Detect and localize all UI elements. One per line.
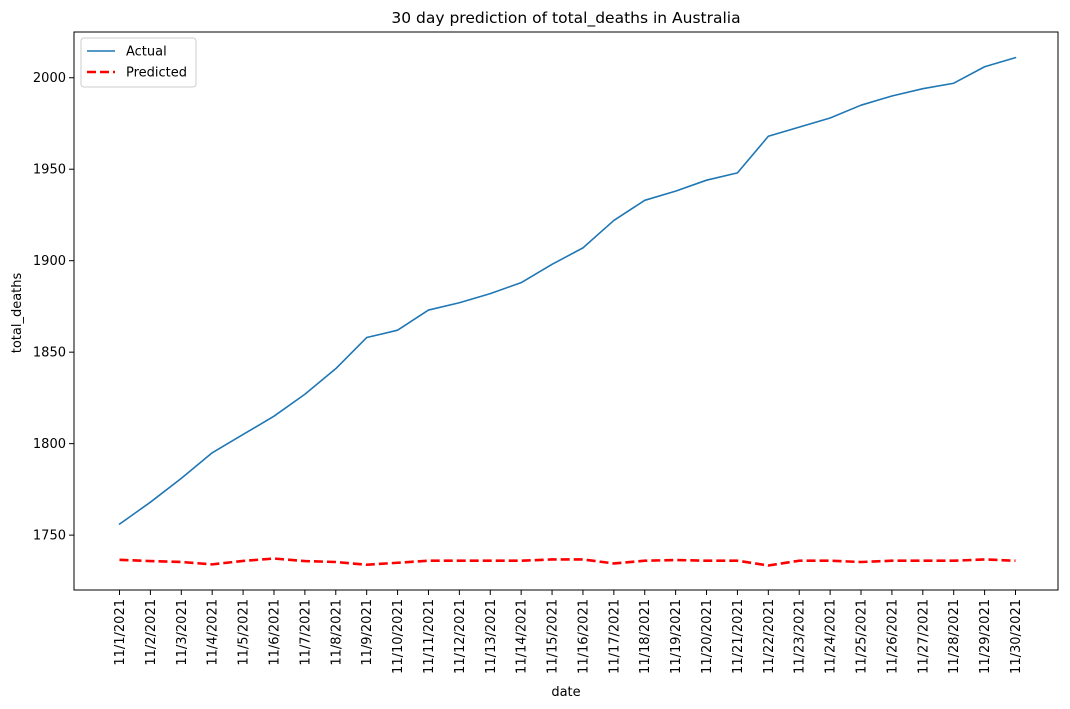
x-tick-label: 11/22/2021 (762, 599, 777, 674)
x-tick-label: 11/3/2021 (175, 599, 190, 666)
x-tick-label: 11/17/2021 (607, 599, 622, 674)
legend-label-actual: Actual (126, 45, 167, 60)
x-tick-label: 11/4/2021 (206, 599, 221, 666)
x-tick-label: 11/18/2021 (638, 599, 653, 674)
chart-title: 30 day prediction of total_deaths in Aus… (391, 9, 740, 28)
y-tick-label: 1850 (33, 346, 66, 361)
x-tick-label: 11/8/2021 (329, 599, 344, 666)
x-tick-label: 11/27/2021 (916, 599, 931, 674)
x-tick-label: 11/25/2021 (855, 599, 870, 674)
x-tick-label: 11/11/2021 (422, 599, 437, 674)
x-tick-label: 11/5/2021 (237, 599, 252, 666)
x-tick-label: 11/1/2021 (113, 599, 128, 666)
plot-frame (73, 31, 1059, 591)
x-tick-label: 11/2/2021 (144, 599, 159, 666)
y-tick-label: 1950 (33, 163, 66, 178)
x-tick-label: 11/9/2021 (360, 599, 375, 666)
y-axis-label: total_deaths (10, 273, 25, 354)
series-line-predicted (119, 557, 1016, 567)
x-tick-label: 11/26/2021 (885, 599, 900, 674)
x-tick-label: 11/6/2021 (267, 599, 282, 666)
legend-label-predicted: Predicted (126, 66, 187, 81)
plot-area: 1750 1800 1850 1900 1950 2000 11/1/2021 11/2/20… (33, 31, 1059, 674)
x-tick-label: 11/29/2021 (978, 599, 993, 674)
x-axis-label: date (551, 685, 580, 700)
y-tick-label: 1800 (33, 437, 66, 452)
x-tick-label: 11/20/2021 (700, 599, 715, 674)
series-line-actual (118, 56, 1017, 525)
x-tick-label: 11/15/2021 (546, 599, 561, 674)
x-tick-label: 11/23/2021 (793, 599, 808, 674)
x-tick-label: 11/16/2021 (576, 599, 591, 674)
x-tick-label: 11/28/2021 (947, 599, 962, 674)
x-tick-label: 11/10/2021 (391, 599, 406, 674)
x-tick-label: 11/21/2021 (731, 599, 746, 674)
x-tick-label: 11/19/2021 (669, 599, 684, 674)
y-tick-label: 1900 (33, 254, 66, 269)
x-tick-label: 11/12/2021 (453, 599, 468, 674)
x-tick-label: 11/7/2021 (298, 599, 313, 666)
x-tick-label: 11/30/2021 (1009, 599, 1024, 674)
x-tick-label: 11/24/2021 (824, 599, 839, 674)
x-tick-label: 11/13/2021 (484, 599, 499, 674)
x-tick-label: 11/14/2021 (515, 599, 530, 674)
legend: Actual Predicted (80, 37, 197, 88)
y-tick-label: 2000 (33, 71, 66, 86)
y-tick-label: 1750 (33, 529, 66, 544)
